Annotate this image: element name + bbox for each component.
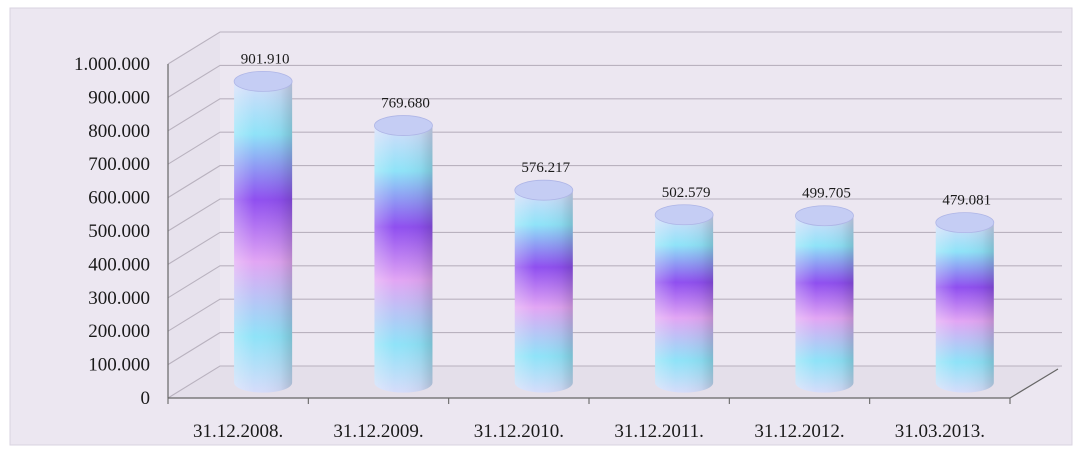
y-tick-label: 700.000 [88,154,150,175]
gridline [167,165,1062,199]
bar-cylinder [233,71,293,393]
gridline [167,131,1062,165]
data-label: 479.081 [942,193,991,209]
x-tick-label: 31.12.2012. [754,421,844,442]
gridline [167,231,1062,265]
data-label: 499.705 [802,186,851,202]
bar-shading [655,214,714,393]
y-tick-label: 800.000 [88,121,150,142]
bar-cylinder [374,115,433,393]
bar-shading [935,222,994,393]
chart-floor [168,366,1062,398]
y-tick-label: 200.000 [88,321,150,342]
y-tick-label: 500.000 [88,221,150,242]
bar-shading [234,81,293,393]
y-tick-label: 600.000 [88,188,150,209]
bar-top-cap [795,205,854,227]
y-tick-label: 400.000 [88,254,150,275]
data-label: 576.217 [521,160,570,176]
bar-top-cap [514,179,574,201]
bar-cylinder [654,204,714,393]
data-label: 901.910 [241,51,290,67]
y-tick-label: 0 [141,388,151,409]
bar-top-cap [935,212,995,234]
y-tick-label: 100.000 [88,355,150,376]
bar-top-cap [654,204,714,226]
bar-shading [514,190,573,393]
gridline [167,64,1062,98]
x-tick-label: 31.12.2010. [474,421,564,442]
bar-top-cap [233,71,293,92]
gridline [167,31,1062,65]
bar-cylinder [935,212,995,393]
bar-shading [374,125,433,393]
gridline [167,198,1062,232]
bar-cylinder [514,179,574,393]
y-tick-label: 900.000 [88,87,150,108]
gridline [167,332,1062,366]
x-tick-label: 31.12.2011. [614,421,704,442]
bar-shading [795,215,854,393]
gridline [167,265,1062,299]
data-label: 769.680 [381,96,430,112]
gridline [167,98,1062,132]
gridline [167,365,1062,399]
data-label: 502.579 [662,185,711,201]
gridline [167,298,1062,332]
x-tick-label: 31.12.2008. [193,421,283,442]
x-tick-label: 31.12.2009. [333,421,423,442]
x-tick-label: 31.03.2013. [895,421,985,442]
y-tick-label: 300.000 [88,288,150,309]
bar-cylinder [795,205,854,393]
y-tick-label: 1.000.000 [74,54,150,75]
bar-top-cap [374,115,433,136]
